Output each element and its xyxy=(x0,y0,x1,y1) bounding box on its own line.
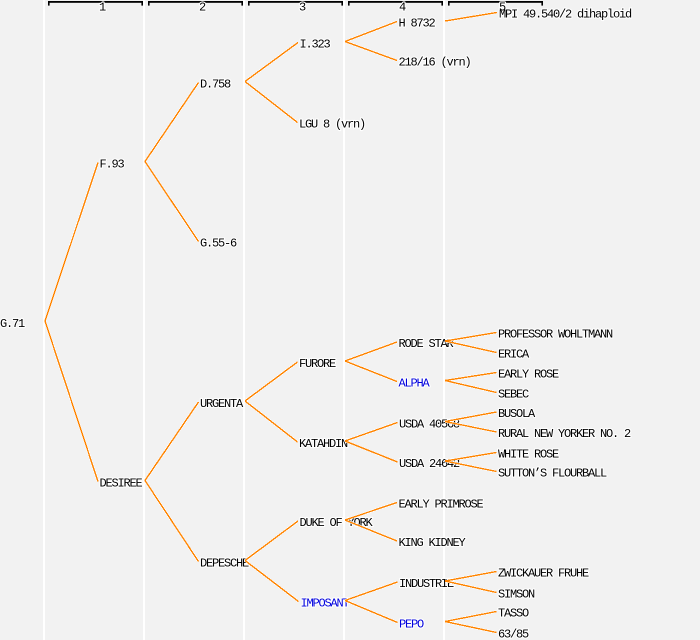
svg-text:IMPOSANT: IMPOSANT xyxy=(301,596,350,610)
svg-text:TASSO: TASSO xyxy=(498,606,529,620)
svg-text:RODE STAR: RODE STAR xyxy=(399,337,454,351)
svg-text:G.71: G.71 xyxy=(0,317,25,331)
svg-text:MPI 49.540/2 dihaploid: MPI 49.540/2 dihaploid xyxy=(499,7,632,21)
svg-text:1: 1 xyxy=(99,1,106,15)
svg-text:G.71: G.71 xyxy=(0,317,25,331)
svg-text:DEPESCHE: DEPESCHE xyxy=(200,556,249,570)
svg-text:DESIREE: DESIREE xyxy=(100,476,143,490)
svg-text:KATAHDIN: KATAHDIN xyxy=(299,437,348,451)
svg-text:F.93: F.93 xyxy=(100,157,125,171)
svg-text:SIMSON: SIMSON xyxy=(498,587,535,601)
svg-text:F.93: F.93 xyxy=(100,157,125,171)
svg-text:I.323: I.323 xyxy=(300,37,331,51)
svg-text:SEBEC: SEBEC xyxy=(498,387,529,401)
svg-text:5: 5 xyxy=(499,1,506,15)
svg-text:LGU 8 (vrn): LGU 8 (vrn) xyxy=(299,117,365,131)
svg-text:WHITE ROSE: WHITE ROSE xyxy=(498,447,559,461)
svg-text:EARLY PRIMROSE: EARLY PRIMROSE xyxy=(399,497,484,511)
svg-text:BUSOLA: BUSOLA xyxy=(498,407,536,421)
svg-text:BUSOLA: BUSOLA xyxy=(498,407,536,421)
svg-text:PEPO: PEPO xyxy=(399,617,424,631)
svg-text:DUKE OF YORK: DUKE OF YORK xyxy=(300,516,374,530)
svg-text:DEPESCHE: DEPESCHE xyxy=(200,556,249,570)
svg-text:PEPO: PEPO xyxy=(399,617,424,631)
svg-text:TASSO: TASSO xyxy=(498,606,529,620)
svg-text:KING KIDNEY: KING KIDNEY xyxy=(399,536,466,550)
svg-text:EARLY ROSE: EARLY ROSE xyxy=(498,367,559,381)
svg-text:63/85: 63/85 xyxy=(498,627,529,640)
svg-text:4: 4 xyxy=(399,1,406,15)
svg-text:KATAHDIN: KATAHDIN xyxy=(299,437,348,451)
svg-text:I.323: I.323 xyxy=(300,37,331,51)
svg-text:LGU 8 (vrn): LGU 8 (vrn) xyxy=(299,117,365,131)
svg-text:5: 5 xyxy=(499,1,506,15)
svg-text:RODE STAR: RODE STAR xyxy=(399,337,454,351)
svg-text:SIMSON: SIMSON xyxy=(498,587,535,601)
svg-text:G.55-6: G.55-6 xyxy=(200,236,237,250)
svg-text:SUTTON’S FLOURBALL: SUTTON’S FLOURBALL xyxy=(498,466,607,480)
svg-text:FURORE: FURORE xyxy=(299,357,336,371)
svg-text:PROFESSOR WOHLTMANN: PROFESSOR WOHLTMANN xyxy=(498,327,613,341)
svg-text:218/16 (vrn): 218/16 (vrn) xyxy=(399,55,471,69)
svg-text:FURORE: FURORE xyxy=(299,357,336,371)
svg-text:KING KIDNEY: KING KIDNEY xyxy=(399,536,466,550)
svg-text:PROFESSOR WOHLTMANN: PROFESSOR WOHLTMANN xyxy=(498,327,613,341)
svg-text:EARLY PRIMROSE: EARLY PRIMROSE xyxy=(399,497,484,511)
svg-text:ZWICKAUER FRUHE: ZWICKAUER FRUHE xyxy=(498,566,589,580)
svg-text:SEBEC: SEBEC xyxy=(498,387,529,401)
svg-text:2: 2 xyxy=(199,1,206,15)
svg-text:IMPOSANT: IMPOSANT xyxy=(301,596,350,610)
svg-text:MPI 49.540/2 dihaploid: MPI 49.540/2 dihaploid xyxy=(499,7,632,21)
svg-text:63/85: 63/85 xyxy=(498,627,529,640)
svg-text:EARLY ROSE: EARLY ROSE xyxy=(498,367,559,381)
svg-text:ALPHA: ALPHA xyxy=(399,376,431,390)
svg-text:4: 4 xyxy=(399,1,406,15)
svg-text:3: 3 xyxy=(299,1,306,15)
svg-text:URGENTA: URGENTA xyxy=(200,397,244,411)
svg-text:RURAL NEW YORKER NO. 2: RURAL NEW YORKER NO. 2 xyxy=(498,427,631,441)
svg-text:2: 2 xyxy=(199,1,206,15)
svg-text:DUKE OF YORK: DUKE OF YORK xyxy=(300,516,374,530)
svg-text:D.758: D.758 xyxy=(200,77,231,91)
svg-text:G.55-6: G.55-6 xyxy=(200,236,237,250)
svg-text:INDUSTRIE: INDUSTRIE xyxy=(399,577,454,591)
svg-text:RURAL NEW YORKER NO. 2: RURAL NEW YORKER NO. 2 xyxy=(498,427,631,441)
svg-text:DESIREE: DESIREE xyxy=(100,476,143,490)
svg-text:ALPHA: ALPHA xyxy=(399,376,431,390)
svg-text:WHITE ROSE: WHITE ROSE xyxy=(498,447,559,461)
svg-text:H 8732: H 8732 xyxy=(399,16,436,30)
svg-text:ERICA: ERICA xyxy=(498,347,530,361)
svg-text:INDUSTRIE: INDUSTRIE xyxy=(399,577,454,591)
svg-text:1: 1 xyxy=(99,1,106,15)
svg-text:H 8732: H 8732 xyxy=(399,16,436,30)
svg-text:D.758: D.758 xyxy=(200,77,231,91)
svg-text:SUTTON’S FLOURBALL: SUTTON’S FLOURBALL xyxy=(498,466,607,480)
svg-text:3: 3 xyxy=(299,1,306,15)
svg-text:218/16 (vrn): 218/16 (vrn) xyxy=(399,55,471,69)
svg-text:ZWICKAUER FRUHE: ZWICKAUER FRUHE xyxy=(498,566,589,580)
svg-text:ERICA: ERICA xyxy=(498,347,530,361)
svg-text:URGENTA: URGENTA xyxy=(200,397,244,411)
